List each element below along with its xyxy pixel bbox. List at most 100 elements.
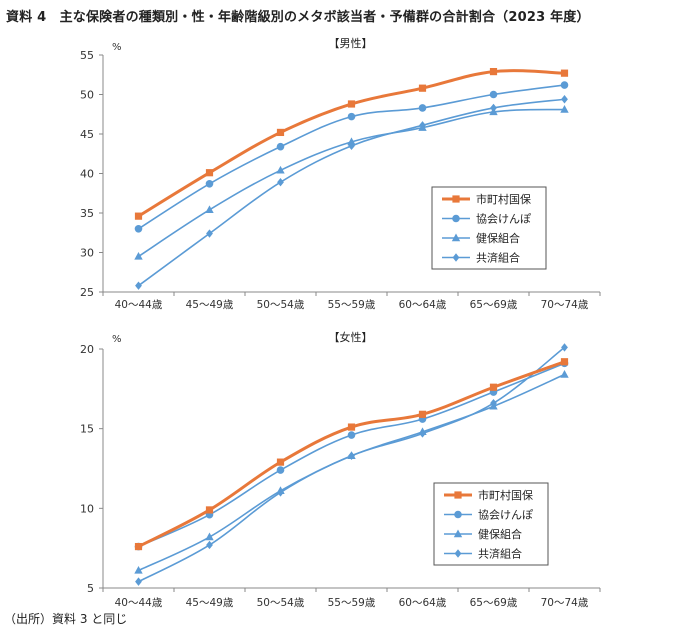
data-point [348,141,355,151]
data-point [205,532,214,541]
x-tick-label: 70～74歳 [541,597,589,609]
data-point [489,67,498,76]
x-tick-label: 55～59歳 [328,597,376,609]
y-tick-label: 5 [87,582,94,595]
data-point [205,205,214,214]
x-tick-label: 60～64歳 [399,597,447,609]
data-point [347,137,356,146]
data-point [277,177,284,187]
data-point [134,542,143,551]
legend-swatch-marker [453,529,463,538]
legend-label: 協会けんぽ [476,213,531,226]
legend-swatch-marker [452,214,460,223]
legend-label: 市町村国保 [476,192,531,206]
page-title: 資料 4 主な保険者の種類別・性・年齢階級別のメタボ該当者・予備群の合計割合（2… [6,10,590,25]
data-point [561,95,568,104]
data-point [561,343,568,352]
series-3 [134,369,569,574]
data-point [560,105,569,113]
data-point [134,225,143,233]
data-point [205,506,214,514]
y-unit-label: % [112,42,122,53]
series-1 [134,67,569,220]
data-point [206,540,213,550]
y-tick-label: 40 [80,168,94,181]
x-tick-label: 40～44歳 [115,597,163,609]
data-point [418,410,427,418]
data-point [418,427,427,436]
x-tick-label: 45～49歳 [186,597,234,609]
data-point [134,251,143,260]
data-point [489,383,498,391]
legend-label: 市町村国保 [478,488,533,502]
data-point [418,123,427,131]
legend-label: 共済組合 [478,547,522,561]
data-point [276,486,285,495]
y-tick-label: 45 [80,128,94,141]
legend-swatch-marker [454,549,462,558]
data-point [347,100,356,108]
data-point [489,90,498,99]
y-tick-label: 55 [80,49,94,62]
x-tick-label: 50～54歳 [257,597,305,609]
series-3 [134,105,569,260]
chart-title: 【女性】 [329,330,373,344]
y-tick-label: 50 [80,89,94,102]
x-tick-label: 45～49歳 [186,299,234,311]
y-tick-label: 35 [80,207,94,220]
data-point [205,179,214,188]
data-point [134,212,143,220]
source-note: （出所）資料 3 と同じ [4,612,128,626]
data-point [135,281,142,290]
data-point [276,142,285,151]
x-tick-label: 40～44歳 [115,299,163,311]
legend-swatch-marker [454,510,462,519]
y-unit-label: % [112,334,122,345]
data-point [418,84,427,92]
y-tick-label: 25 [80,286,94,299]
legend-swatch-marker [452,195,460,203]
data-point [276,128,285,137]
legend-swatch-marker [452,253,460,262]
y-tick-label: 30 [80,247,94,260]
x-tick-label: 50～54歳 [257,299,305,311]
legend-label: 協会けんぽ [478,509,533,522]
data-point [347,451,356,459]
data-point [347,112,356,121]
data-point [276,466,285,474]
legend-label: 健保組合 [478,527,522,541]
data-point [276,165,285,174]
data-point [347,431,356,439]
data-point [560,358,569,366]
data-point [489,401,498,410]
data-point [418,104,427,112]
data-point [560,69,569,77]
y-tick-label: 10 [80,502,94,515]
data-point [489,107,498,116]
y-tick-label: 15 [80,423,94,436]
legend-box [433,482,549,566]
data-point [560,369,569,378]
x-tick-label: 55～59歳 [328,299,376,311]
x-tick-label: 65～69歳 [470,597,518,609]
data-point [347,423,356,431]
data-point [134,565,143,574]
legend-label: 健保組合 [476,231,520,245]
chart-title: 【男性】 [329,36,373,50]
legend-box [431,186,547,270]
y-tick-label: 20 [80,343,94,356]
series-2 [134,81,569,233]
legend-label: 共済組合 [476,251,520,265]
legend-swatch-marker [454,491,462,499]
legend-swatch-marker [451,233,461,242]
series-1 [134,358,569,551]
data-point [206,229,213,238]
data-point [560,81,569,89]
x-tick-label: 60～64歳 [399,299,447,311]
x-tick-label: 65～69歳 [470,299,518,311]
data-point [135,577,142,586]
